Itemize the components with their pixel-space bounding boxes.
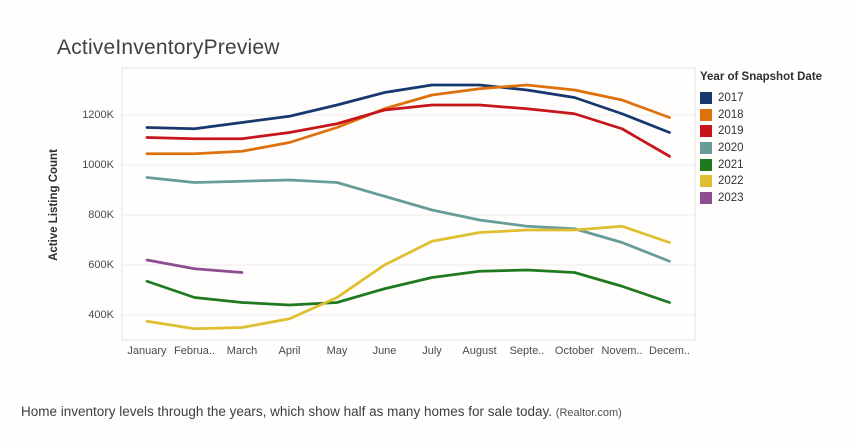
legend-label-2020: 2020: [718, 142, 744, 155]
legend-label-2023: 2023: [718, 191, 744, 204]
legend-item-2021[interactable]: 2021: [700, 156, 850, 173]
x-tick-label-May: May: [326, 345, 348, 357]
x-tick-label-October: October: [554, 345, 595, 357]
legend-swatch-2019: [700, 125, 712, 138]
x-tick-label-March: March: [226, 345, 258, 357]
line-chart-plot: [121, 67, 696, 341]
legend-label-2017: 2017: [718, 92, 744, 105]
legend-item-2022[interactable]: 2022: [700, 173, 850, 190]
y-tick-label-400K: 400K: [88, 308, 114, 321]
y-tick-label-1200K: 1200K: [82, 108, 114, 121]
legend-item-2017[interactable]: 2017: [700, 90, 850, 107]
legend-swatch-2022: [700, 175, 712, 188]
x-tick-label-January: January: [127, 345, 167, 357]
chart-title: ActiveInventoryPreview: [57, 36, 280, 59]
legend-swatch-2018: [700, 108, 712, 121]
plot-area-border: [121, 67, 696, 341]
legend-label-2021: 2021: [718, 158, 744, 171]
x-tick-label-Novem: Novem..: [601, 345, 643, 357]
legend-label-2022: 2022: [718, 175, 744, 188]
legend-title: Year of Snapshot Date: [700, 71, 823, 83]
legend-item-2018[interactable]: 2018: [700, 107, 850, 124]
x-tick-label-April: April: [278, 345, 301, 357]
x-tick-label-June: June: [372, 345, 397, 357]
legend-item-2023[interactable]: 2023: [700, 190, 850, 207]
legend-label-2018: 2018: [718, 108, 744, 121]
caption-text: Home inventory levels through the years,…: [21, 404, 553, 419]
x-tick-label-Decem: Decem..: [649, 345, 690, 357]
x-tick-label-Februa: Februa..: [174, 345, 215, 357]
series-line-2018[interactable]: [145, 83, 671, 156]
series-line-2020[interactable]: [145, 176, 671, 263]
legend-swatch-2021: [700, 158, 712, 171]
caption: Home inventory levels through the years,…: [21, 404, 841, 419]
series-line-2017[interactable]: [145, 83, 671, 134]
legend-item-2020[interactable]: 2020: [700, 140, 850, 157]
legend: Year of Snapshot Date 2017 2018 2019 2020 20…: [700, 71, 850, 206]
legend-swatch-2017: [700, 92, 712, 105]
x-tick-label-August: August: [462, 345, 497, 357]
y-tick-label-600K: 600K: [88, 258, 114, 271]
series-line-2019[interactable]: [145, 103, 671, 158]
series-line-2023[interactable]: [145, 258, 244, 274]
y-tick-label-1000K: 1000K: [82, 158, 114, 171]
legend-item-2019[interactable]: 2019: [700, 123, 850, 140]
x-tick-label-July: July: [422, 345, 442, 357]
caption-source: (Realtor.com): [555, 407, 622, 419]
y-tick-label-800K: 800K: [88, 208, 114, 221]
series-line-2021[interactable]: [145, 268, 671, 307]
legend-items: 2017 2018 2019 2020 2021 2022 2023: [700, 90, 850, 206]
legend-label-2019: 2019: [718, 125, 744, 138]
legend-swatch-2020: [700, 142, 712, 155]
x-tick-label-Septe: Septe..: [509, 345, 545, 357]
series-line-2022[interactable]: [145, 224, 671, 331]
legend-swatch-2023: [700, 191, 712, 204]
